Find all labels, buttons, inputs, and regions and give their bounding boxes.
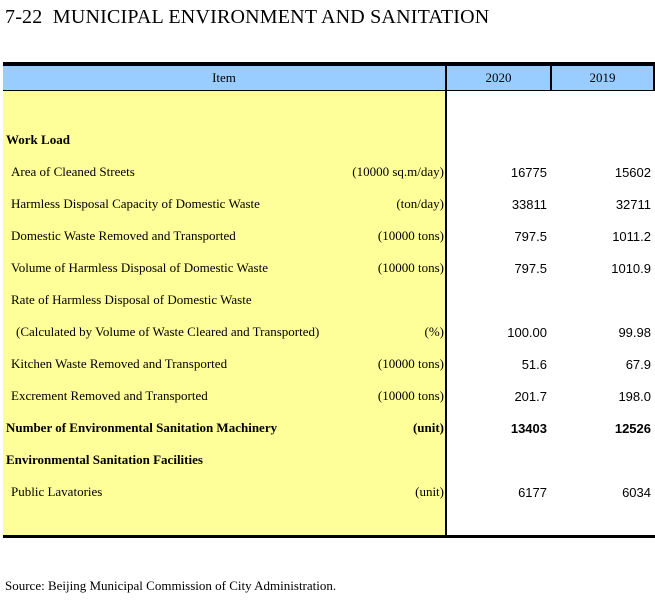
item-cell: Rate of Harmless Disposal of Domestic Wa… xyxy=(3,284,447,316)
table-row: Kitchen Waste Removed and Transported (1… xyxy=(3,348,655,380)
row-label: Rate of Harmless Disposal of Domestic Wa… xyxy=(11,292,252,307)
row-label: Kitchen Waste Removed and Transported xyxy=(11,356,228,371)
row-unit: (10000 tons) xyxy=(377,356,444,371)
item-cell: Work Load xyxy=(3,124,447,156)
table-row: Area of Cleaned Streets (10000 sq.m/day)… xyxy=(3,156,655,188)
item-cell: Number of Environmental Sanitation Machi… xyxy=(3,412,447,444)
table-row: Rate of Harmless Disposal of Domestic Wa… xyxy=(3,284,655,316)
table-row-section: Work Load xyxy=(3,124,655,156)
row-value-2019: 6034 xyxy=(622,484,651,500)
table-row: (Calculated by Volume of Waste Cleared a… xyxy=(3,316,655,348)
table-row-section: Environmental Sanitation Facilities xyxy=(3,444,655,476)
row-label: Environmental Sanitation Facilities xyxy=(6,452,203,467)
row-value-2020: 797.5 xyxy=(514,228,547,244)
table-body: Work Load Area of Cleaned Streets (10000… xyxy=(3,91,655,538)
row-label: Excrement Removed and Transported xyxy=(11,388,208,403)
page-title: 7-22 MUNICIPAL ENVIRONMENT AND SANITATIO… xyxy=(5,6,490,28)
table-row: Domestic Waste Removed and Transported (… xyxy=(3,220,655,252)
row-value-2019: 12526 xyxy=(614,420,651,436)
item-cell: Domestic Waste Removed and Transported (… xyxy=(3,220,447,252)
row-value-2019: 1011.2 xyxy=(612,228,651,244)
row-value-2020: 797.5 xyxy=(514,260,547,276)
source-note: Source: Beijing Municipal Commission of … xyxy=(5,578,337,593)
row-value-2019: 67.9 xyxy=(625,356,651,372)
item-column-background xyxy=(3,91,447,535)
row-label: Harmless Disposal Capacity of Domestic W… xyxy=(11,196,260,211)
row-value-2020: 51.6 xyxy=(521,356,547,372)
row-value-2019: 15602 xyxy=(614,164,651,180)
row-label: Number of Environmental Sanitation Machi… xyxy=(6,420,278,435)
row-unit: (ton/day) xyxy=(396,196,444,211)
column-header-2020: 2020 xyxy=(447,66,552,90)
table-header-row: Item 2020 2019 xyxy=(3,62,655,91)
row-label: (Calculated by Volume of Waste Cleared a… xyxy=(16,324,320,339)
table-rows: Work Load Area of Cleaned Streets (10000… xyxy=(3,124,655,508)
row-value-2019: 99.98 xyxy=(618,324,651,340)
row-label: Volume of Harmless Disposal of Domestic … xyxy=(11,260,268,275)
row-unit: (10000 tons) xyxy=(377,260,444,275)
row-label: Public Lavatories xyxy=(11,484,103,499)
item-cell: Volume of Harmless Disposal of Domestic … xyxy=(3,252,447,284)
statistics-table: Item 2020 2019 Work Load Area of Cleaned… xyxy=(3,62,655,538)
row-unit: (unit) xyxy=(412,420,444,435)
row-value-2020: 100.00 xyxy=(507,324,547,340)
row-unit: (10000 sq.m/day) xyxy=(352,164,444,179)
table-row: Public Lavatories (unit) 6177 6034 xyxy=(3,476,655,508)
item-cell: Excrement Removed and Transported (10000… xyxy=(3,380,447,412)
row-unit: (unit) xyxy=(415,484,444,499)
row-unit: (10000 tons) xyxy=(377,228,444,243)
row-unit: (%) xyxy=(424,324,445,339)
column-header-item: Item xyxy=(3,66,447,90)
row-value-2020: 16775 xyxy=(510,164,547,180)
item-cell: Public Lavatories (unit) xyxy=(3,476,447,508)
item-cell: Environmental Sanitation Facilities xyxy=(3,444,447,476)
item-cell: Kitchen Waste Removed and Transported (1… xyxy=(3,348,447,380)
row-value-2020: 201.7 xyxy=(514,388,547,404)
row-value-2019: 1010.9 xyxy=(611,260,651,276)
row-label: Area of Cleaned Streets xyxy=(11,164,135,179)
table-row: Excrement Removed and Transported (10000… xyxy=(3,380,655,412)
table-row-section: Number of Environmental Sanitation Machi… xyxy=(3,412,655,444)
table-row: Volume of Harmless Disposal of Domestic … xyxy=(3,252,655,284)
row-unit: (10000 tons) xyxy=(377,388,444,403)
row-value-2020: 6177 xyxy=(518,484,547,500)
row-value-2020: 33811 xyxy=(511,196,547,212)
row-label: Domestic Waste Removed and Transported xyxy=(11,228,236,243)
row-label: Work Load xyxy=(6,132,70,147)
item-cell: Area of Cleaned Streets (10000 sq.m/day) xyxy=(3,156,447,188)
row-value-2019: 32711 xyxy=(615,196,651,212)
column-header-2019: 2019 xyxy=(589,70,616,85)
table-row: Harmless Disposal Capacity of Domestic W… xyxy=(3,188,655,220)
item-cell: (Calculated by Volume of Waste Cleared a… xyxy=(3,316,447,348)
row-value-2019: 198.0 xyxy=(618,388,651,404)
item-cell: Harmless Disposal Capacity of Domestic W… xyxy=(3,188,447,220)
row-value-2020: 13403 xyxy=(510,420,547,436)
